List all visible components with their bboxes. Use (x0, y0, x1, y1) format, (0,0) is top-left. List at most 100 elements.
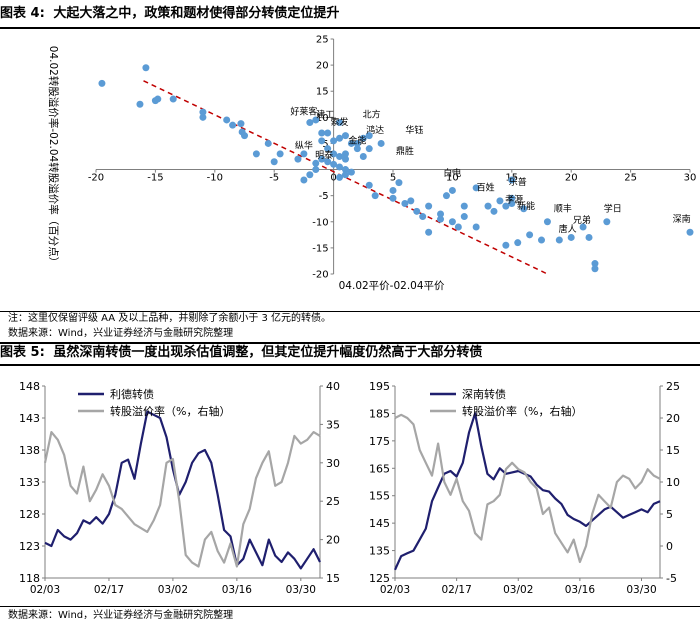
figure5-title-row: 图表 5: 虽然深南转债一度出现杀估值调整，但其定位提升幅度仍然高于大部分转债 (0, 344, 700, 362)
scatter-point (490, 207, 498, 215)
scatter-point (377, 139, 385, 147)
x-tick-label: 03/30 (286, 584, 316, 596)
scatter-point (252, 150, 260, 158)
scatter-point (591, 260, 599, 268)
scatter-point (336, 153, 344, 160)
y-tick-label: 15 (316, 87, 329, 98)
x-tick-label: 02/03 (30, 584, 60, 596)
scatter-point (306, 119, 314, 127)
scatter-point (454, 223, 462, 231)
scatter-point (591, 265, 599, 273)
x-tick-label: -10 (207, 173, 223, 184)
scatter-point (306, 171, 314, 179)
scatter-point (401, 200, 409, 207)
scatter-point (686, 228, 694, 236)
left-tick-label: 128 (19, 508, 40, 521)
scatter-point (336, 173, 344, 181)
figure5-top-rule (0, 342, 700, 344)
x-tick-label: 02/03 (380, 584, 410, 596)
scatter-point (98, 79, 106, 87)
scatter-point (359, 134, 367, 142)
point-label: 深南 (673, 213, 691, 225)
point-label: 百姓 (477, 181, 495, 193)
scatter-point (395, 179, 403, 187)
premium-series-line (394, 413, 661, 564)
premium-series-line (43, 430, 321, 568)
scatter-point (229, 121, 237, 129)
scatter-point (142, 64, 150, 72)
y-tick-label: -5 (319, 191, 329, 202)
left-tick-label: 133 (19, 476, 40, 489)
right-tick-label: 20 (326, 534, 340, 547)
figure4-bottom-rule (0, 311, 700, 312)
scatter-point (585, 233, 593, 241)
right-tick-label: 25 (326, 495, 340, 508)
scatter-point (460, 202, 468, 210)
figure4-source: 数据来源：Wind，兴业证券经济与金融研究院整理 (8, 328, 234, 339)
point-label: 鼎胜 (396, 146, 414, 157)
right-tick-label: -5 (666, 572, 677, 585)
point-label: 学日 (604, 202, 622, 214)
point-label: 纵华 (295, 140, 313, 152)
scatter-point (341, 155, 349, 163)
point-label: 兄弟 (573, 214, 591, 226)
scatter-point (526, 231, 534, 239)
scatter-point (502, 241, 510, 249)
scatter-point (324, 158, 332, 166)
scatter-point (425, 228, 433, 236)
left-tick-label: 155 (369, 490, 390, 503)
figure4-title: 大起大落之中，政策和题材使得部分转债定位提升 (53, 6, 340, 21)
scatter-point (154, 95, 162, 103)
x-tick-label: 10 (446, 173, 459, 184)
point-label: 好莱客 (290, 106, 317, 118)
scatter-point (312, 159, 320, 167)
trend-line (143, 80, 548, 275)
scatter-point (300, 176, 308, 184)
x-tick-label: 03/02 (503, 584, 533, 596)
right-tick-label: 10 (666, 476, 680, 489)
scatter-point (538, 236, 545, 244)
left-tick-label: 185 (369, 407, 390, 420)
figure5-title: 虽然深南转债一度出现杀估值调整，但其定位提升幅度仍然高于大部分转债 (53, 345, 483, 360)
scatter-point (502, 202, 510, 210)
scatter-point (223, 116, 231, 124)
right-tick-label: 0 (666, 540, 673, 553)
scatter-point (514, 239, 522, 247)
y-tick-label: 5 (322, 139, 328, 150)
scatter-point (448, 186, 456, 194)
scatter-point (136, 100, 144, 108)
scatter-point (330, 150, 338, 158)
y-tick-label: 25 (316, 35, 329, 46)
x-tick-label: 02/17 (441, 584, 471, 596)
left-tick-label: 138 (19, 444, 40, 457)
left-tick-label: 148 (19, 380, 40, 393)
y-tick-label: -10 (312, 217, 328, 228)
point-label: 乐普 (509, 176, 527, 188)
scatter-point (169, 95, 177, 103)
price-legend-label: 深南转债 (462, 387, 506, 401)
scatter-point (508, 176, 516, 184)
price-series-line (393, 412, 661, 571)
scatter-point (318, 155, 326, 163)
scatter-point (389, 194, 397, 202)
scatter-point (347, 139, 355, 147)
figure5-label: 图表 5: (0, 345, 45, 360)
scatter-point (425, 202, 433, 210)
scatter-point (353, 145, 361, 153)
right-tick-label: 35 (326, 418, 340, 431)
scatter-point (567, 233, 575, 241)
x-tick-label: -15 (147, 173, 163, 184)
y-tick-label: 10 (316, 113, 329, 124)
point-label: 索发 (331, 116, 349, 128)
scatter-point (336, 119, 344, 127)
lide-line-chart: 118 123 128 133 138 143 148 15 20 25 30 35 40 02/03 02… (19, 380, 340, 596)
x-tick-label: 03/02 (158, 584, 188, 596)
scatter-point (448, 218, 456, 226)
scatter-point (294, 155, 302, 163)
right-tick-label: 40 (326, 380, 340, 393)
right-tick-label: 5 (666, 508, 673, 521)
scatter-point (365, 181, 373, 189)
figure5-title-rule (0, 364, 700, 366)
scatter-point (241, 132, 248, 140)
x-tick-label: 02/17 (94, 584, 124, 596)
